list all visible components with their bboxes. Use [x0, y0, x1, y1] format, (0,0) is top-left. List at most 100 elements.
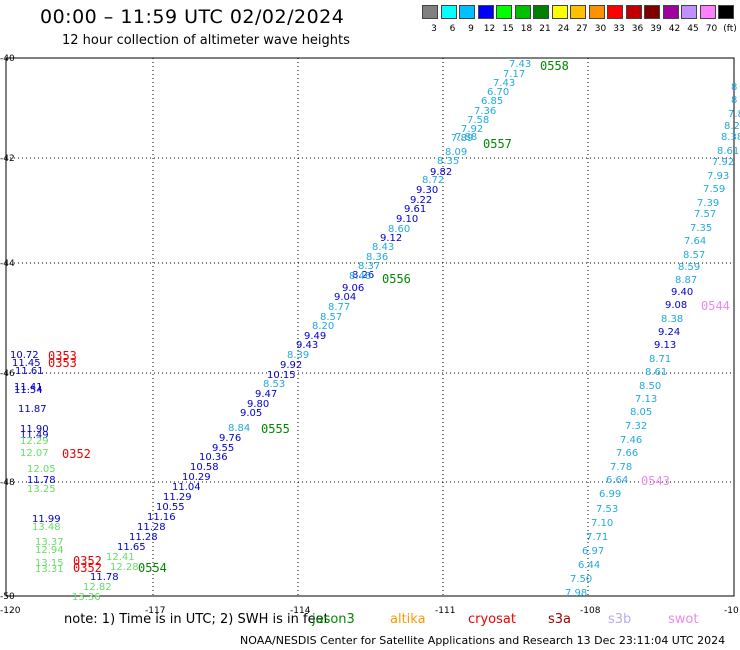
wave-height-value: 7.8: [728, 109, 740, 120]
wave-height-value: 7.17: [503, 69, 525, 80]
wave-height-value: 9.76: [219, 433, 241, 444]
wave-height-value: 9.22: [410, 195, 432, 206]
scale-swatch: [422, 5, 438, 19]
scale-label: 24: [557, 24, 570, 34]
wave-height-value: 7.64: [684, 236, 706, 247]
track-time-label: 0352: [62, 447, 91, 461]
wave-height-value: 8.61: [717, 146, 739, 157]
scale-swatch: [514, 5, 531, 19]
scale-label: 36: [631, 24, 644, 34]
wave-height-value: 8.61: [645, 367, 667, 378]
track-time-label: 0353: [48, 349, 77, 363]
wave-height-value: 11.61: [15, 366, 44, 377]
scale-swatch: [662, 5, 679, 19]
wave-height-value: 13.25: [27, 484, 56, 495]
scale-label: 39: [650, 24, 662, 34]
wave-height-value: 7.88: [455, 132, 477, 143]
wave-height-value: 8: [731, 82, 737, 93]
wave-height-value: 7.92: [461, 124, 483, 135]
wave-height-value: 9.05: [240, 408, 262, 419]
wave-height-value: 8.53: [263, 379, 285, 390]
wave-height-value: 8.87: [675, 275, 697, 286]
wave-height-value: 8.46: [349, 271, 371, 282]
scale-label: 21: [539, 24, 551, 34]
scale-label: 3: [431, 24, 437, 34]
latitude-label: -48: [0, 478, 15, 488]
wave-height-value: 10.58: [190, 462, 219, 473]
wave-height-value: 10.36: [199, 452, 228, 463]
wave-height-value: 8.20: [312, 321, 334, 332]
map-title: 00:00 – 11:59 UTC 02/02/2024: [40, 6, 345, 28]
wave-height-value: 7.43: [493, 78, 515, 89]
wave-height-value: 13.15: [35, 558, 64, 569]
wave-height-value: 9.04: [334, 292, 356, 303]
wave-height-value: 10.55: [156, 502, 185, 513]
scale-label: 45: [687, 24, 699, 34]
wave-height-value: 6.99: [599, 489, 621, 500]
wave-height-value: 12.07: [20, 448, 49, 459]
wave-height-value: 8.37: [358, 261, 380, 272]
wave-height-value: 13.48: [32, 522, 61, 533]
wave-height-value: 11.99: [32, 514, 61, 525]
wave-height-value: 11.29: [163, 492, 192, 503]
longitude-label: -117: [145, 606, 165, 616]
track-time-label: 0543: [641, 474, 670, 488]
wave-height-value: 7.78: [610, 462, 632, 473]
longitude-label: -111: [435, 606, 455, 616]
wave-height-value: 10.72: [10, 350, 39, 361]
wave-height-value: 11.65: [117, 542, 146, 553]
wave-height-value: 11.87: [18, 404, 47, 415]
wave-height-value: 13.31: [35, 564, 64, 575]
wave-height-value: 8.57: [683, 250, 705, 261]
scale-swatch: [477, 5, 494, 19]
scale-label: 42: [668, 24, 681, 34]
wave-height-value: 11.41: [14, 382, 43, 393]
wave-height-value: 12.28: [110, 562, 139, 573]
wave-height-value: 8.50: [639, 381, 661, 392]
wave-height-value: 9.13: [654, 340, 676, 351]
footer-note: note: 1) Time is in UTC; 2) SWH is in fe…: [64, 612, 329, 627]
scale-swatch: [699, 5, 716, 19]
wave-height-value: 7.66: [616, 448, 638, 459]
wave-height-value: 8.38: [661, 314, 683, 325]
wave-height-value: 8.43: [372, 242, 394, 253]
wave-height-value: 9.80: [247, 399, 269, 410]
wave-height-value: 7.59: [703, 184, 725, 195]
wave-height-value: 7.46: [620, 435, 642, 446]
wave-height-value: 8.72: [422, 175, 444, 186]
wave-height-value: 9.08: [665, 300, 687, 311]
wave-height-value: 12.82: [83, 582, 112, 593]
wave-height-value: 9.43: [296, 340, 318, 351]
wave-height-value: 8.84: [228, 423, 250, 434]
wave-height-value: 7.13: [635, 394, 657, 405]
map-frame: [5, 57, 735, 597]
wave-height-value: 11.78: [90, 572, 119, 583]
track-time-label: 0556: [382, 272, 411, 286]
wave-height-value: 11.04: [172, 482, 201, 493]
scale-label: 33: [613, 24, 625, 34]
wave-height-value: 8.36: [366, 252, 388, 263]
scale-label: 15: [502, 24, 514, 34]
wave-height-value: 8.39: [287, 350, 309, 361]
wave-height-value: 8.05: [630, 407, 652, 418]
wave-height-value: 11.28: [129, 532, 158, 543]
wave-height-value: 7.50: [570, 574, 592, 585]
wave-height-value: 9.49: [304, 331, 326, 342]
wave-height-value: 6.85: [481, 96, 503, 107]
longitude-label: -114: [290, 606, 311, 616]
wave-height-value: 7.98: [565, 588, 587, 599]
wave-height-value: 11.28: [137, 522, 166, 533]
wave-height-value: 6.70: [487, 87, 509, 98]
wave-height-value: 8.71: [649, 354, 671, 365]
wave-height-value: 6.44: [578, 560, 600, 571]
wave-height-value: 8.77: [328, 302, 350, 313]
wave-height-value: 7.39: [697, 198, 719, 209]
scale-label: (ft): [723, 24, 737, 34]
scale-swatch: [533, 5, 549, 19]
wave-height-value: 9.92: [280, 360, 302, 371]
latitude-label: -46: [0, 369, 15, 379]
track-time-label: 0557: [483, 137, 512, 151]
wave-height-value: 12.94: [35, 545, 64, 556]
scale-swatch: [588, 5, 605, 19]
